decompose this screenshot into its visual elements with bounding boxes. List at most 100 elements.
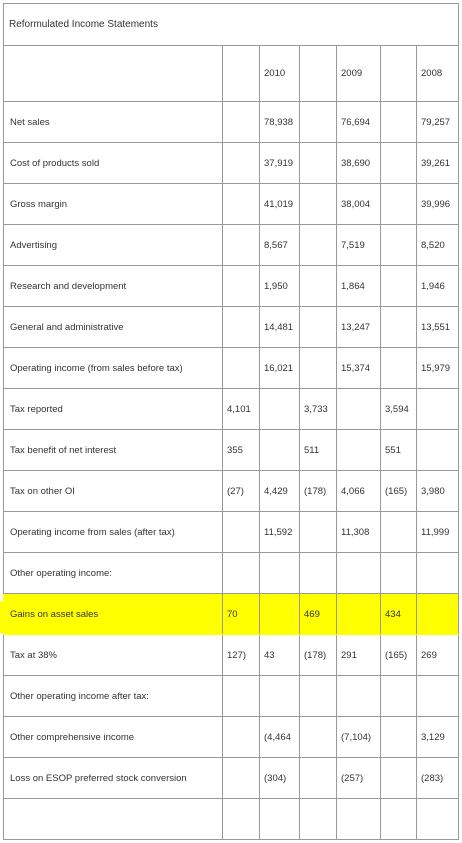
value-cell (222, 183, 260, 225)
value-cell (336, 798, 381, 840)
table-row: Operating income (from sales before tax)… (3, 347, 460, 389)
value-cell: (283) (415, 757, 460, 799)
value-cell: (257) (336, 757, 381, 799)
year-2009-header: 2009 (336, 45, 381, 102)
value-cell (299, 675, 337, 717)
row-label: Loss on ESOP preferred stock conversion (3, 757, 223, 799)
value-cell: (178) (299, 470, 337, 512)
table-row: Other operating income after tax: (3, 675, 460, 717)
value-cell: 511 (299, 429, 337, 471)
value-cell: 38,004 (336, 183, 381, 225)
value-cell: 4,101 (222, 388, 260, 430)
value-cell (380, 347, 417, 389)
value-cell (299, 716, 337, 758)
value-cell (299, 183, 337, 225)
row-label: Tax reported (3, 388, 223, 430)
row-label: Research and development (3, 265, 223, 307)
row-label: Net sales (3, 101, 223, 143)
table-row (3, 798, 460, 840)
row-label: Gains on asset sales (3, 593, 223, 635)
value-cell (380, 675, 417, 717)
row-label: Other comprehensive income (3, 716, 223, 758)
value-cell: (165) (380, 634, 417, 676)
table-row: Other operating income: (3, 552, 460, 594)
table-row: Tax on other OI (27) 4,429 (178) 4,066 (165) 3… (3, 470, 460, 512)
value-cell (336, 675, 381, 717)
value-cell (259, 552, 300, 594)
value-cell: 13,247 (336, 306, 381, 348)
year-header-row: 2010 2009 2008 (3, 45, 460, 102)
value-cell (380, 798, 417, 840)
value-cell: 78,938 (259, 101, 300, 143)
value-cell (380, 101, 417, 143)
row-label: Operating income from sales (after tax) (3, 511, 223, 553)
row-label: Operating income (from sales before tax) (3, 347, 223, 389)
row-label: Tax on other OI (3, 470, 223, 512)
value-cell: (27) (222, 470, 260, 512)
value-cell (259, 798, 300, 840)
value-cell: 14,481 (259, 306, 300, 348)
value-cell (222, 798, 260, 840)
table-row: General and administrative 14,481 13,247 13… (3, 306, 460, 348)
table-title: Reformulated Income Statements (2, 3, 460, 46)
header-blank-cell (222, 45, 260, 102)
table-row: Gross margin 41,019 38,004 39,996 (3, 183, 460, 225)
value-cell: 127) (222, 634, 260, 676)
value-cell: 434 (380, 593, 417, 635)
value-cell: 16,021 (259, 347, 300, 389)
value-cell (222, 552, 260, 594)
table-row: Research and development 1,950 1,864 1,946 (3, 265, 460, 307)
value-cell (222, 265, 260, 307)
value-cell: 41,019 (259, 183, 300, 225)
value-cell (299, 101, 337, 143)
value-cell: 15,374 (336, 347, 381, 389)
row-label: Tax at 38% (3, 634, 223, 676)
value-cell: 37,919 (259, 142, 300, 184)
value-cell: 70 (222, 593, 260, 635)
value-cell (222, 716, 260, 758)
table-row: Tax benefit of net interest 355 511 551 (3, 429, 460, 471)
value-cell: 3,733 (299, 388, 337, 430)
value-cell: 4,429 (259, 470, 300, 512)
value-cell: 1,946 (415, 265, 460, 307)
value-cell (222, 101, 260, 143)
value-cell: 39,996 (415, 183, 460, 225)
value-cell (415, 593, 460, 635)
value-cell: 469 (299, 593, 337, 635)
value-cell (299, 265, 337, 307)
value-cell (299, 511, 337, 553)
value-cell: 1,864 (336, 265, 381, 307)
value-cell (380, 142, 417, 184)
value-cell (380, 716, 417, 758)
value-cell: 39,261 (415, 142, 460, 184)
title-row: Reformulated Income Statements (2, 3, 460, 46)
value-cell: 7,519 (336, 224, 381, 266)
table-row: Net sales 78,938 76,694 79,257 (3, 101, 460, 143)
value-cell (380, 183, 417, 225)
value-cell (222, 224, 260, 266)
value-cell: 13,551 (415, 306, 460, 348)
table-row: Cost of products sold 37,919 38,690 39,261 (3, 142, 460, 184)
header-blank-cell (380, 45, 417, 102)
value-cell (380, 552, 417, 594)
value-cell: 355 (222, 429, 260, 471)
table-row: Other comprehensive income (4,464 (7,104) 3… (3, 716, 460, 758)
value-cell (336, 593, 381, 635)
value-cell: 76,694 (336, 101, 381, 143)
header-blank-cell (299, 45, 337, 102)
row-label: Other operating income after tax: (3, 675, 223, 717)
row-label: Advertising (3, 224, 223, 266)
value-cell: 11,999 (415, 511, 460, 553)
table-row: Tax at 38% 127) 43 (178) 291 (165) 269 (3, 634, 460, 676)
value-cell: (165) (380, 470, 417, 512)
value-cell (222, 757, 260, 799)
value-cell: (304) (259, 757, 300, 799)
value-cell: 3,594 (380, 388, 417, 430)
value-cell: 15,979 (415, 347, 460, 389)
value-cell (415, 388, 460, 430)
value-cell (336, 388, 381, 430)
value-cell (336, 429, 381, 471)
value-cell: 3,980 (415, 470, 460, 512)
table-row: Gains on asset sales 70 469 434 (3, 593, 460, 635)
value-cell: 3,129 (415, 716, 460, 758)
